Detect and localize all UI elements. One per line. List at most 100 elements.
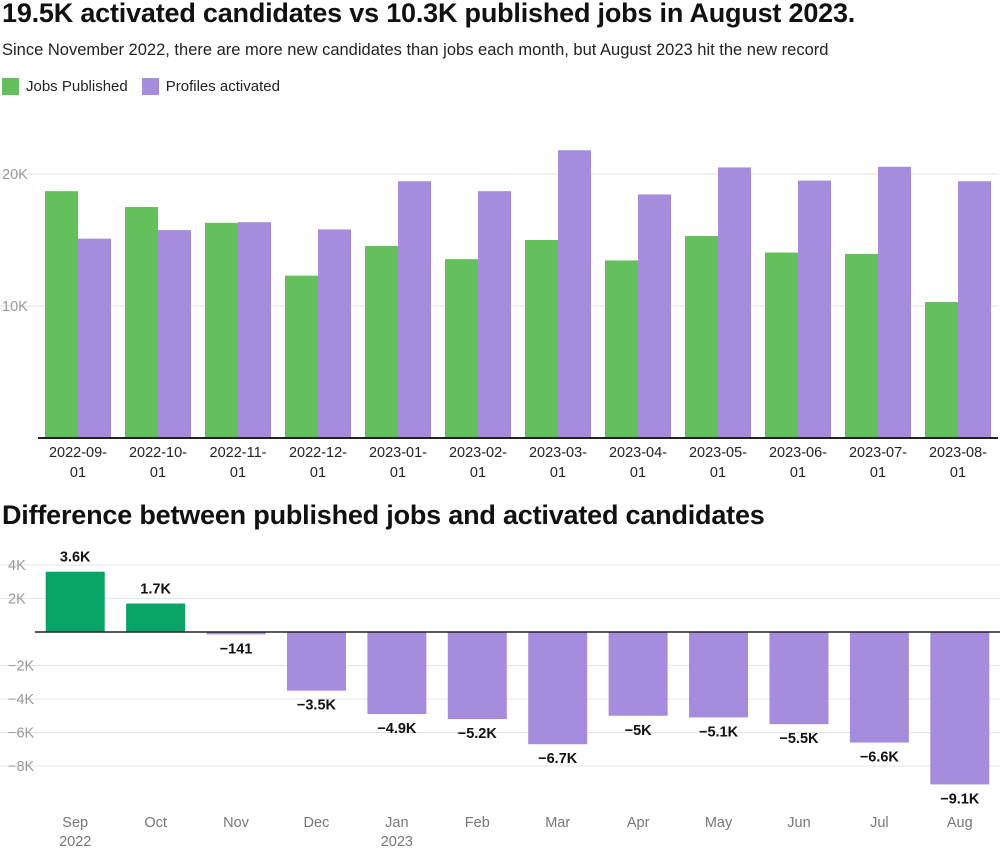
data-label: 3.6K xyxy=(60,550,91,566)
diff-bar xyxy=(126,603,186,632)
y-tick-label: 4K xyxy=(8,558,26,574)
x-tick-label: 01 xyxy=(710,465,726,481)
bar-profiles xyxy=(638,194,671,438)
legend: Jobs Published Profiles activated xyxy=(2,78,280,95)
x-tick-label: Mar xyxy=(545,815,570,831)
bar-jobs xyxy=(45,191,78,438)
x-year-label: 2023 xyxy=(381,834,413,850)
diff-bar xyxy=(689,632,749,718)
x-tick-label: 2022-11- xyxy=(210,445,267,461)
x-tick-label: 2023-08- xyxy=(929,445,987,461)
bar-profiles xyxy=(958,181,991,438)
grouped-bar-chart: 10K 20K 2022-09- 01 2022-10- 01 2022-11- 01 2022… xyxy=(0,150,998,481)
legend-swatch-jobs xyxy=(2,78,19,95)
x-tick-label: 2022-10- xyxy=(129,445,187,461)
bar-profiles xyxy=(558,150,591,439)
difference-bar-chart: 4K 2K −2K −4K −6K −8K 3.6K Sep 2022 1.7K Oct −141 No… xyxy=(0,550,1000,850)
bar-profiles xyxy=(878,166,911,438)
x-tick-label: 2023-02- xyxy=(449,445,507,461)
x-tick-label: 01 xyxy=(870,465,886,481)
bar-profiles xyxy=(398,181,431,438)
data-label: 1.7K xyxy=(140,582,171,598)
bar-profiles xyxy=(158,230,191,438)
bar-jobs xyxy=(445,259,478,438)
bar-profiles xyxy=(318,229,351,438)
x-tick-label: 01 xyxy=(230,465,246,481)
diff-bar xyxy=(930,632,990,785)
x-tick-label: 2023-05- xyxy=(689,445,747,461)
diff-bar xyxy=(849,632,909,743)
x-tick-label: Nov xyxy=(223,815,250,831)
bar-jobs xyxy=(685,236,718,438)
x-tick-label: 01 xyxy=(790,465,806,481)
bar-profiles xyxy=(238,222,271,438)
chart-subtitle: Since November 2022, there are more new … xyxy=(2,41,829,59)
data-label: −141 xyxy=(220,641,253,657)
x-tick-label: 01 xyxy=(150,465,166,481)
y-tick-label: −6K xyxy=(8,726,35,742)
x-tick-label: 01 xyxy=(950,465,966,481)
y-tick-label: −4K xyxy=(8,692,35,708)
legend-item-profiles: Profiles activated xyxy=(141,78,280,95)
legend-item-jobs: Jobs Published xyxy=(2,78,128,95)
data-label: −5.2K xyxy=(458,726,498,742)
data-label: −3.5K xyxy=(297,698,337,714)
y-tick-label: −8K xyxy=(8,759,35,775)
x-tick-label: Sep xyxy=(62,815,88,831)
x-tick-label: 01 xyxy=(390,465,406,481)
bar-jobs xyxy=(365,245,398,438)
data-label: −5K xyxy=(625,723,653,739)
x-tick-label: 2023-04- xyxy=(609,445,667,461)
bar-profiles xyxy=(718,167,751,438)
data-label: −6.6K xyxy=(860,750,900,766)
x-tick-label: 2022-09- xyxy=(49,445,107,461)
data-label: −9.1K xyxy=(940,791,980,807)
y-tick-label: 2K xyxy=(8,592,26,608)
x-tick-label: Oct xyxy=(144,815,167,831)
bar-jobs xyxy=(845,253,878,438)
diff-bar xyxy=(447,632,507,720)
difference-chart-title: Difference between published jobs and ac… xyxy=(2,500,765,530)
bar-profiles xyxy=(798,180,831,438)
diff-bar xyxy=(769,632,829,725)
diff-bar xyxy=(286,632,346,691)
x-tick-label: 01 xyxy=(630,465,646,481)
diff-bar xyxy=(528,632,588,745)
x-tick-label: 01 xyxy=(310,465,326,481)
bar-jobs xyxy=(285,275,318,438)
x-tick-label: 2023-03- xyxy=(529,445,587,461)
x-tick-label: 01 xyxy=(550,465,566,481)
diff-bar xyxy=(45,571,105,632)
diff-bar xyxy=(206,632,266,635)
bar-jobs xyxy=(605,260,638,438)
x-year-label: 2022 xyxy=(59,834,91,850)
x-tick-label: Aug xyxy=(947,815,973,831)
x-tick-label: 2023-01- xyxy=(369,445,427,461)
x-tick-label: May xyxy=(705,815,733,831)
x-tick-label: 01 xyxy=(470,465,486,481)
bar-jobs xyxy=(525,240,558,438)
x-tick-label: Jun xyxy=(787,815,810,831)
legend-label-jobs: Jobs Published xyxy=(26,78,128,95)
bar-jobs xyxy=(925,302,958,438)
x-tick-label: Jan xyxy=(385,815,408,831)
data-label: −5.5K xyxy=(779,731,819,747)
x-tick-label: Jul xyxy=(870,815,889,831)
bar-jobs xyxy=(205,222,238,438)
data-label: −5.1K xyxy=(699,724,739,740)
y-tick-label: 20K xyxy=(2,167,28,183)
x-tick-label: Dec xyxy=(304,815,330,831)
legend-label-profiles: Profiles activated xyxy=(165,78,280,95)
chart-title: 19.5K activated candidates vs 10.3K publ… xyxy=(2,0,856,28)
bar-profiles xyxy=(78,238,111,438)
x-tick-label: Apr xyxy=(627,815,650,831)
y-tick-label: −2K xyxy=(8,659,35,675)
data-label: −6.7K xyxy=(538,751,578,767)
diff-bar xyxy=(608,632,668,716)
legend-swatch-profiles xyxy=(141,78,159,95)
bar-profiles xyxy=(478,191,511,438)
bar-jobs xyxy=(765,252,798,438)
data-label: −4.9K xyxy=(377,721,417,737)
x-tick-label: Feb xyxy=(465,815,490,831)
x-tick-label: 2022-12- xyxy=(289,445,347,461)
